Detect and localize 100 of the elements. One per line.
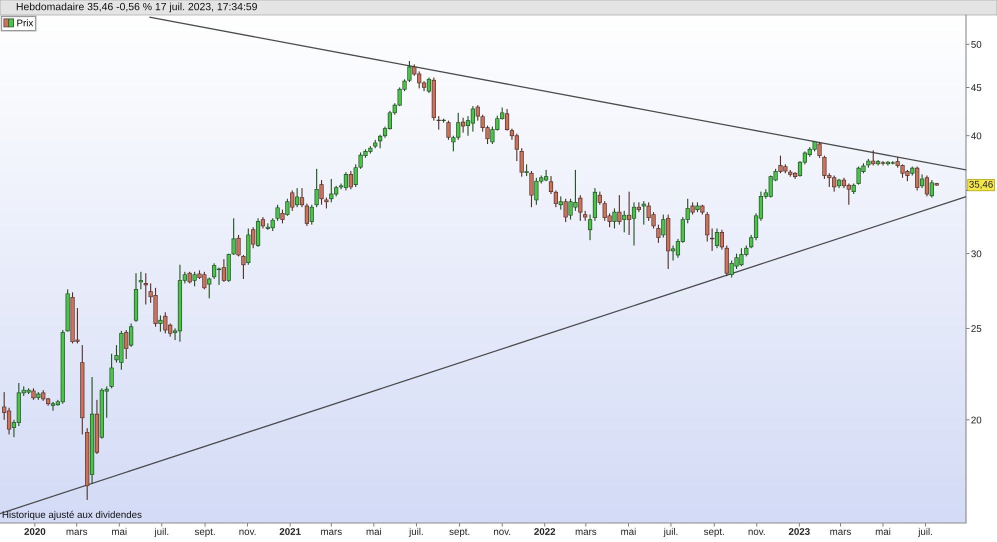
candlestick (144, 272, 148, 306)
candlestick (456, 112, 460, 140)
candlestick (378, 134, 382, 149)
candlestick (871, 150, 876, 166)
candlestick (314, 168, 319, 208)
candlestick (598, 191, 602, 206)
candlestick (476, 104, 480, 122)
candlestick (564, 198, 568, 223)
candlestick (524, 164, 529, 177)
candlestick (852, 182, 856, 195)
candlestick (915, 166, 920, 192)
y-tick-label: 45 (971, 84, 982, 92)
candlestick (548, 176, 554, 195)
candlestick (578, 194, 582, 222)
x-tick-label: juil. (918, 528, 932, 537)
x-tick-label: mars (830, 530, 851, 535)
candlestick (705, 212, 710, 242)
candlestick (720, 229, 724, 250)
candlestick (924, 174, 930, 197)
candlestick (622, 210, 626, 233)
x-tick-label: 2021 (280, 528, 301, 535)
candlestick (129, 322, 134, 348)
candlestick (446, 120, 451, 140)
candlestick (583, 210, 588, 222)
x-tick-label: mars (321, 530, 342, 535)
candlestick (700, 204, 704, 216)
legend-label: Prix (17, 19, 34, 26)
candlestick (241, 254, 246, 280)
candlestick (690, 202, 695, 216)
x-tick-label: mars (576, 530, 596, 535)
candlestick (642, 200, 646, 226)
candlestick (310, 204, 314, 226)
candlestick (504, 108, 510, 132)
x-tick-label: 2020 (24, 528, 46, 535)
x-tick-label: juil. (408, 528, 423, 537)
candlestick (319, 180, 324, 206)
x-tick-label: mai (876, 528, 890, 535)
candlestick (285, 198, 290, 216)
candlestick (407, 60, 412, 83)
candlestick (817, 141, 822, 158)
y-tick-label: 25 (971, 325, 982, 332)
x-tick-label: juil. (154, 528, 168, 537)
x-tick-label: mai (366, 528, 382, 535)
candlestick (348, 170, 353, 190)
candlestick (632, 202, 636, 246)
candlestick (354, 164, 358, 188)
candlestick (290, 190, 294, 212)
x-tick-label: 2023 (788, 528, 810, 536)
candlestick (260, 216, 266, 230)
x-tick-label: mai (621, 528, 636, 535)
y-tick-label: 50 (971, 40, 982, 48)
x-tick-label: sept. (704, 528, 724, 537)
candlestick (138, 271, 143, 290)
x-tick-label: nov. (239, 530, 256, 535)
candlestick (636, 202, 641, 213)
candlestick (158, 314, 163, 332)
candlestick (520, 148, 524, 178)
candlestick (588, 214, 592, 241)
candlestick (461, 117, 466, 134)
candlestick (280, 209, 285, 224)
candlestick (656, 224, 661, 244)
x-tick-label: nov. (494, 530, 510, 535)
y-tick-label: 40 (971, 132, 982, 140)
candlestick (920, 174, 924, 189)
candlestick (188, 271, 192, 284)
x-tick-label: 2022 (534, 528, 556, 535)
candlestick (109, 353, 114, 389)
annotation: Historique ajusté aux dividendes (2, 510, 142, 520)
candlestick (695, 202, 700, 213)
candlestick (930, 180, 934, 198)
y-tick-label: 20 (971, 416, 982, 424)
x-tick-label: sept. (449, 528, 470, 537)
text: 35,46 (969, 180, 993, 189)
candlestick (124, 329, 128, 360)
x-tick-label: juil. (663, 528, 678, 537)
candlestick (451, 135, 456, 152)
candlestick (192, 271, 197, 287)
candlestick (207, 277, 212, 299)
x-tick-label: mars (66, 530, 88, 535)
chart-title: Hebdomadaire 35,46 -0,56 % 17 juil. 2023, 17:34:59 (16, 2, 257, 12)
x-tick-label: sept. (194, 528, 215, 537)
candlestick (529, 170, 534, 208)
candlestick (558, 196, 563, 210)
candlestick (236, 234, 241, 257)
candlestick (714, 228, 720, 249)
candlestick (31, 388, 36, 400)
x-tick-label: mai (112, 528, 126, 535)
y-tick-label: 30 (971, 250, 982, 258)
candlestick (251, 226, 256, 249)
candlestick (612, 208, 617, 230)
x-tick-label: nov. (748, 530, 765, 535)
candlestick (275, 204, 280, 222)
candlestick (554, 190, 558, 208)
candlestick (295, 188, 300, 208)
candlestick (324, 196, 329, 209)
candlestick (300, 188, 304, 208)
candlestick (627, 191, 632, 236)
candlestick (304, 202, 309, 226)
candlestick (426, 76, 432, 94)
candlestick (661, 214, 666, 238)
